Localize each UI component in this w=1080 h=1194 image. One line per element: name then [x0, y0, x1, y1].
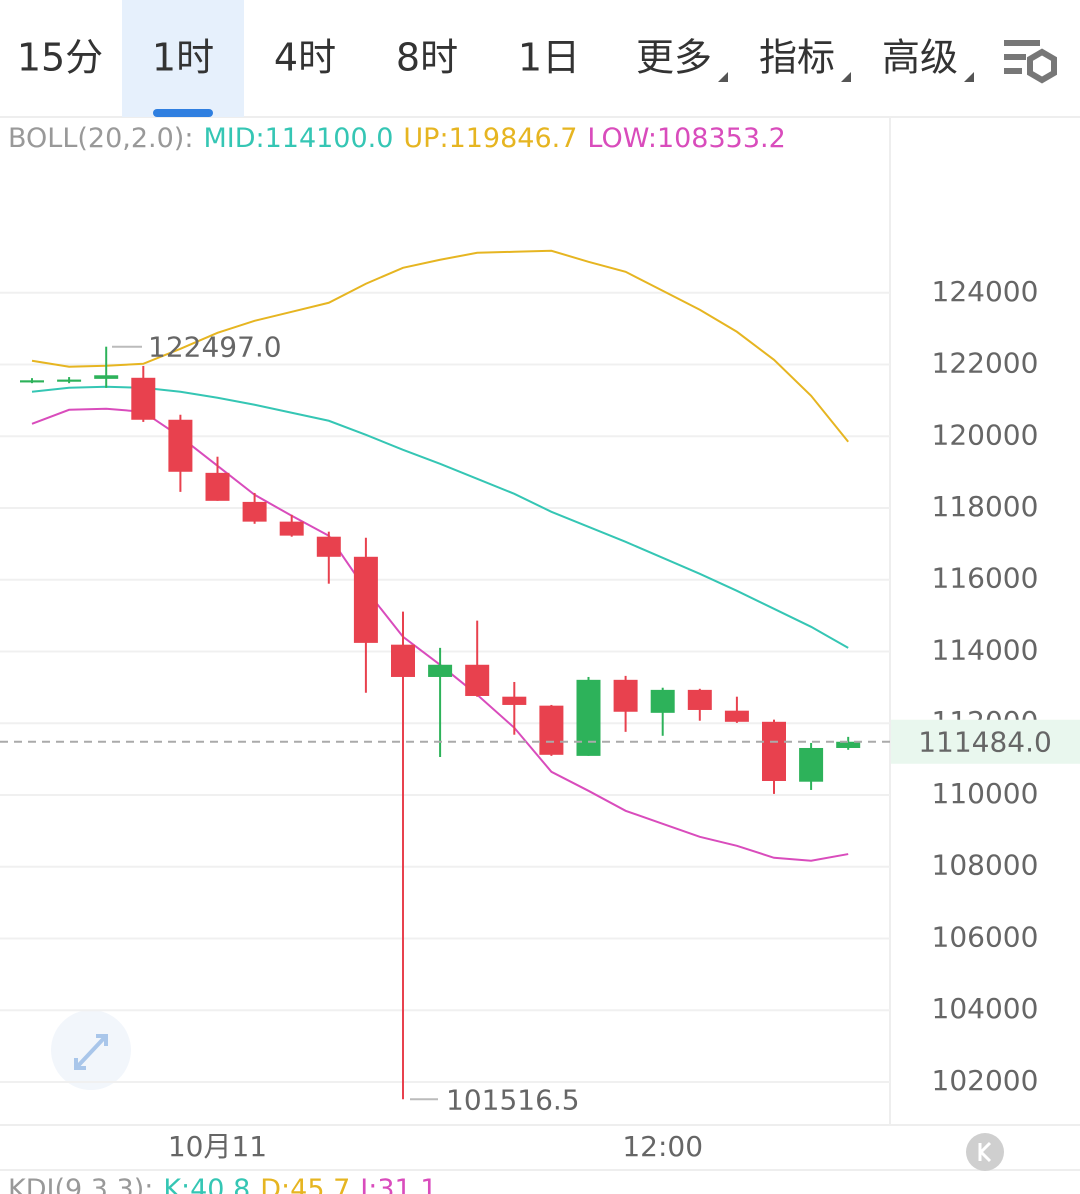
collapse-button[interactable] — [966, 1133, 1004, 1171]
max-label: 122497.0 — [148, 331, 282, 364]
icon-bar — [1004, 68, 1022, 74]
min-label: 101516.5 — [446, 1083, 580, 1116]
candle-body — [687, 689, 712, 710]
collapse-circle — [966, 1133, 1004, 1171]
kdj-entry: J:31.1 — [358, 1174, 437, 1194]
dropdown-caret — [841, 72, 851, 82]
y-tick-label: 116000 — [932, 562, 1039, 595]
candle-body — [242, 501, 267, 522]
expand-arrows — [74, 1034, 108, 1070]
tab[interactable]: 1日 — [518, 36, 580, 80]
tab[interactable]: 1时 — [152, 36, 214, 80]
y-tick-label: 102000 — [932, 1064, 1039, 1097]
tab[interactable]: 15分 — [17, 36, 103, 80]
candle-body — [168, 419, 193, 472]
candle-body — [465, 664, 490, 696]
candle-body — [799, 747, 824, 782]
y-tick-label: 106000 — [932, 920, 1039, 953]
candle-body — [836, 741, 861, 748]
tab[interactable]: 更多 — [636, 36, 712, 80]
boll-legend: BOLL(20,2.0): MID:114100.0 UP:119846.7 LOW:… — [8, 123, 786, 154]
candle-body — [762, 721, 786, 781]
legend-entry: MID:114100.0 — [203, 123, 393, 154]
active-tab-indicator — [153, 109, 213, 117]
candle-body — [20, 380, 44, 383]
expand-button[interactable] — [51, 1010, 131, 1090]
candle-body — [391, 644, 415, 677]
y-tick-label: 120000 — [932, 418, 1039, 451]
candle-body — [94, 375, 119, 379]
tab[interactable]: 8时 — [396, 36, 458, 80]
y-tick-label: 124000 — [932, 275, 1039, 308]
last-price-label: 111484.0 — [918, 726, 1052, 759]
icon-bar — [1004, 54, 1026, 60]
y-tick-label: 118000 — [932, 490, 1039, 523]
y-tick-label: 114000 — [932, 633, 1039, 666]
kdj-legend: KDJ(9,3,3): K:40.8 D:45.7 J:31.1 — [8, 1174, 437, 1194]
x-tick-label: 10月11 — [168, 1130, 267, 1163]
boll-line — [31, 249, 849, 443]
candle-body — [353, 556, 378, 643]
y-tick-label: 110000 — [932, 777, 1039, 810]
candle-body — [316, 536, 341, 557]
icon-bar — [1004, 40, 1040, 46]
legend-entry: UP:119846.7 — [403, 123, 577, 154]
settings-icon[interactable] — [1004, 40, 1057, 84]
candle-body — [57, 379, 82, 382]
candle-body — [428, 664, 453, 677]
tab[interactable]: 指标 — [759, 36, 835, 80]
x-tick-label: 12:00 — [622, 1130, 703, 1163]
active-tab-bg — [122, 0, 244, 117]
candle-body — [650, 689, 675, 713]
y-tick-label: 108000 — [932, 849, 1039, 882]
candle-body — [613, 679, 638, 712]
plot-area — [0, 249, 890, 1100]
kdj-entry: K:40.8 — [163, 1174, 250, 1194]
icon-hex — [1027, 48, 1057, 84]
last-price-box — [891, 719, 1080, 764]
candle-body — [279, 521, 304, 536]
collapse-glyph — [978, 1141, 992, 1163]
dropdown-caret — [718, 72, 728, 82]
candle-body — [576, 679, 601, 756]
kdj-entry: D:45.7 — [260, 1174, 350, 1194]
tab[interactable]: 4时 — [274, 36, 336, 80]
candle-body — [502, 696, 527, 705]
candle-body — [539, 705, 564, 755]
candle-body — [724, 710, 749, 722]
candle-body — [205, 472, 230, 501]
legend-entry: LOW:108353.2 — [587, 123, 785, 154]
y-tick-label: 104000 — [932, 992, 1039, 1025]
y-tick-label: 122000 — [932, 347, 1039, 380]
candle-body — [131, 377, 156, 420]
tab[interactable]: 高级 — [882, 36, 958, 80]
kdj-label: KDJ(9,3,3): — [8, 1174, 153, 1194]
boll-line — [31, 385, 849, 649]
boll-label: BOLL(20,2.0): — [8, 123, 193, 154]
dropdown-caret — [964, 72, 974, 82]
